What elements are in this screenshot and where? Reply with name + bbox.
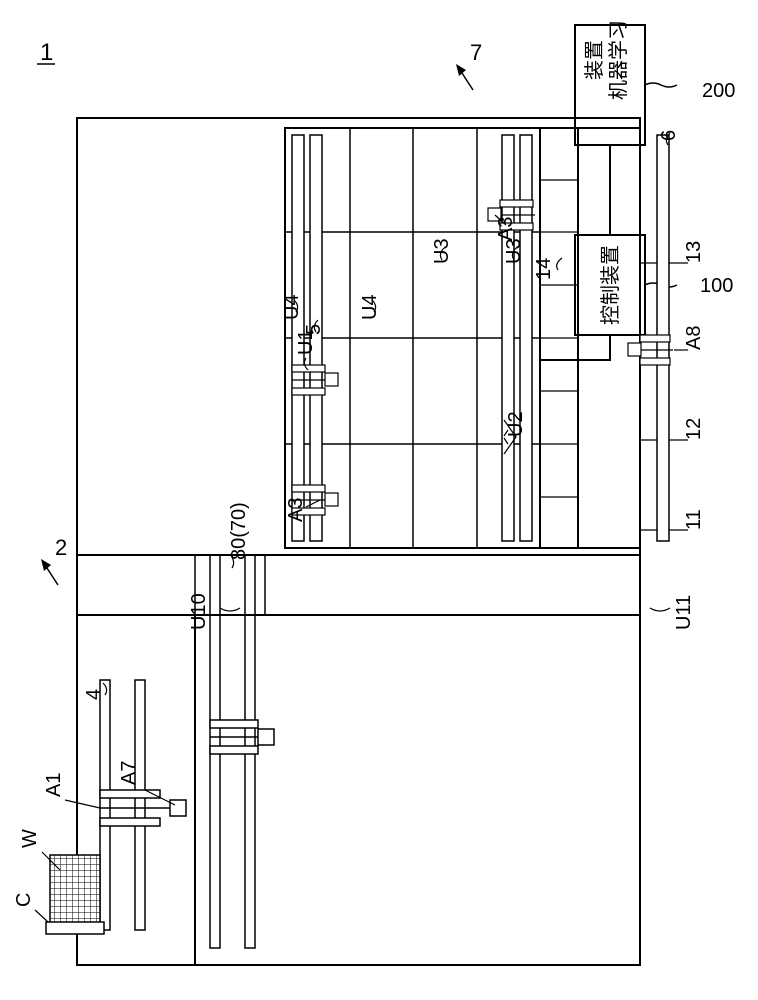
rail-4b bbox=[135, 680, 145, 930]
arm-lane1b bbox=[292, 365, 338, 395]
label-11: 11 bbox=[683, 509, 705, 530]
block-200: 机器学习 装置 200 bbox=[575, 20, 735, 145]
label-a8: A8 bbox=[683, 326, 705, 350]
label-200: 200 bbox=[702, 80, 735, 102]
label-4: 4 bbox=[83, 689, 105, 700]
label-100: 100 bbox=[700, 275, 733, 297]
conn-100-main bbox=[540, 335, 610, 375]
svg-text:2: 2 bbox=[55, 535, 67, 560]
label-u11: U11 bbox=[673, 595, 695, 630]
label-12: 12 bbox=[683, 418, 705, 440]
arm-a1-a7 bbox=[100, 790, 186, 826]
block-200-label-top: 机器学习 bbox=[607, 20, 630, 100]
label-a3a: A3 bbox=[285, 498, 307, 522]
label-80-70: 80(70) bbox=[228, 502, 250, 560]
label-a7: A7 bbox=[118, 761, 140, 785]
rail-4a bbox=[100, 680, 110, 930]
label-13: 13 bbox=[683, 241, 705, 263]
svg-text:7: 7 bbox=[470, 40, 482, 65]
label-u4a: U4 bbox=[281, 294, 303, 320]
label-u2: U2 bbox=[505, 411, 527, 437]
block-100: 控制装置 100 bbox=[575, 235, 733, 335]
label-14: 14 bbox=[533, 258, 555, 280]
label-u4b: U4 bbox=[359, 294, 381, 320]
label-u10: U10 bbox=[188, 593, 210, 630]
arm-a8 bbox=[628, 335, 673, 365]
label-u1: U1 bbox=[295, 329, 317, 355]
arm-80 bbox=[210, 720, 274, 754]
label-a3b: A3 bbox=[495, 217, 517, 241]
label-7: 7 bbox=[456, 40, 482, 90]
block-100-label: 控制装置 bbox=[599, 245, 622, 325]
cassette bbox=[46, 855, 104, 965]
label-w: W bbox=[19, 829, 41, 848]
label-c: C bbox=[13, 893, 35, 907]
block-200-label-bottom: 装置 bbox=[583, 40, 606, 80]
svg-text:1: 1 bbox=[40, 39, 53, 66]
label-1: 1 bbox=[37, 39, 55, 66]
label-a1: A1 bbox=[43, 773, 65, 797]
label-6: 6 bbox=[658, 130, 680, 141]
label-2: 2 bbox=[41, 535, 67, 585]
